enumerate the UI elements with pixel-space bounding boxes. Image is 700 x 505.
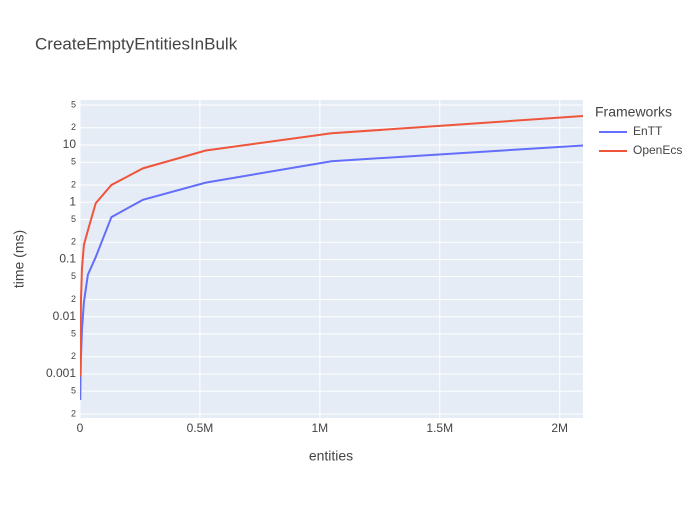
y-tick-label: 2: [71, 351, 76, 361]
y-tick-label: 5: [71, 99, 76, 109]
x-tick-label: 0.5M: [187, 421, 214, 435]
x-tick-label: 1M: [312, 421, 329, 435]
y-tick-label: 2: [71, 237, 76, 247]
y-tick-label: 0.1: [59, 252, 76, 266]
chart-title: CreateEmptyEntitiesInBulk: [35, 34, 238, 53]
y-tick-label: 10: [63, 137, 77, 151]
y-tick-label: 5: [71, 386, 76, 396]
line: [80, 115, 583, 377]
y-tick-label: 1: [69, 194, 76, 208]
x-tick-label: 1.5M: [426, 421, 453, 435]
y-tick-label: 5: [71, 328, 76, 338]
y-tick-label: 2: [71, 408, 76, 418]
y-tick-label: 2: [71, 179, 76, 189]
legend-label: OpenEcs: [633, 143, 682, 157]
y-tick-label: 5: [71, 157, 76, 167]
x-tick-label: 2M: [551, 421, 568, 435]
y-tick-label: 5: [71, 214, 76, 224]
y-tick-label: 0.001: [46, 366, 76, 380]
y-tick-label: 0.01: [53, 309, 77, 323]
legend-label: EnTT: [633, 124, 663, 138]
y-tick-label: 2: [71, 294, 76, 304]
x-axis-label: entities: [309, 448, 353, 464]
x-tick-label: 0: [77, 421, 84, 435]
y-tick-label: 5: [71, 271, 76, 281]
legend-title: Frameworks: [595, 104, 672, 120]
y-axis-label: time (ms): [11, 230, 27, 288]
y-tick-label: 2: [71, 122, 76, 132]
